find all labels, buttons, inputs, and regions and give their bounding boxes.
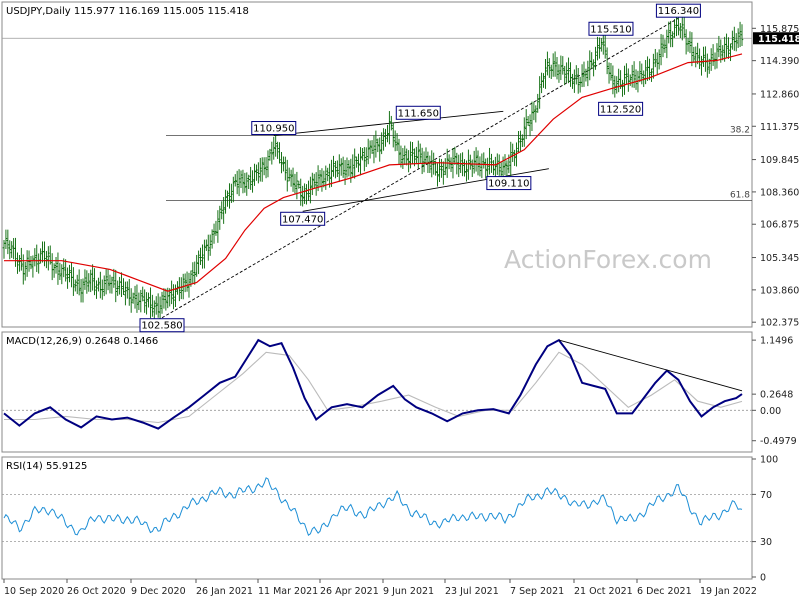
current-price-label: 115.418: [758, 34, 800, 45]
macd-line: [3, 338, 743, 430]
price-header: USDJPY,Daily 115.977 116.169 115.005 115…: [6, 6, 249, 17]
price-y-tick-label: 103.860: [760, 285, 799, 296]
rsi-y-tick-label: 30: [760, 537, 772, 548]
price-annotation-box: [280, 211, 326, 226]
x-tick-label: 19 Jan 2022: [700, 586, 757, 597]
x-tick-label: 9 Jun 2021: [383, 586, 434, 597]
price-annotation-label: 109.110: [488, 179, 529, 190]
watermark: ActionForex.com: [504, 245, 712, 274]
price-y-tick-label: 102.375: [760, 318, 799, 329]
rsi-y-tick-label: 70: [760, 490, 772, 501]
rsi-y-tick-label: 0: [760, 573, 766, 584]
x-tick-label: 11 Mar 2021: [258, 586, 318, 597]
price-y-tick-label: 112.860: [760, 89, 799, 100]
current-price-box: [753, 32, 799, 45]
price-annotation-label: 107.470: [282, 214, 323, 225]
x-tick-label: 26 Jan 2021: [196, 586, 253, 597]
price-y-tick-label: 111.375: [760, 122, 799, 133]
fibonacci-level-label: 38.2: [730, 126, 750, 136]
price-annotation-label: 112.520: [600, 104, 641, 115]
price-y-tick-label: 115.875: [760, 24, 799, 35]
price-annotation-label: 116.340: [658, 6, 699, 17]
moving-average-line: [4, 53, 743, 292]
macd-y-tick-label: -0.4979: [760, 436, 797, 447]
macd-layer: 1.1496 0.2648 0.00 -0.4979: [2, 336, 797, 447]
macd-trend-line: [558, 339, 743, 392]
price-y-tick-label: 105.345: [760, 253, 799, 264]
rsi-header: RSI(14) 55.9125: [6, 461, 87, 472]
macd-y-tick-label: 1.1496: [760, 336, 793, 347]
price-annotation-box: [251, 121, 297, 136]
x-tick-label: 26 Apr 2021: [320, 586, 379, 597]
fibonacci-level-label: 61.8: [730, 191, 750, 201]
rsi-y-tick-label: 100: [760, 455, 778, 466]
macd-y-tick-label: 0.2648: [760, 390, 793, 401]
channel-lower-line: [302, 168, 549, 212]
price-annotation-box: [655, 3, 701, 18]
x-tick-label: 7 Sep 2021: [510, 586, 564, 597]
x-tick-label: 21 Oct 2021: [574, 586, 633, 597]
x-axis: 10 Sep 2020 26 Oct 2020 9 Dec 2020 26 Jan 2…: [3, 579, 757, 597]
price-layer: 115.875 114.390 112.860 111.375 109.845 108.3…: [2, 3, 800, 333]
price-annotation-box: [395, 105, 441, 120]
price-annotation-label: 102.580: [141, 321, 182, 332]
price-annotation-box: [486, 176, 532, 191]
macd-panel-frame: [1, 331, 753, 453]
x-tick-label: 26 Oct 2020: [67, 586, 126, 597]
channel-upper-line: [273, 110, 504, 136]
price-annotation-box: [598, 101, 644, 116]
macd-header: MACD(12,26,9) 0.2648 0.1466: [6, 336, 158, 347]
price-annotation-label: 110.950: [253, 124, 294, 135]
price-annotation-label: 115.510: [590, 24, 631, 35]
x-tick-label: 6 Dec 2021: [637, 586, 692, 597]
price-y-tick-label: 109.845: [760, 155, 799, 166]
rsi-layer: 100 70 30 0: [2, 455, 778, 584]
price-y-tick-label: 108.360: [760, 187, 799, 198]
x-tick-label: 23 Jul 2021: [445, 586, 499, 597]
price-y-tick-label: 114.390: [760, 56, 799, 67]
macd-signal-line: [4, 351, 743, 424]
x-tick-label: 9 Dec 2020: [131, 586, 186, 597]
macd-y-tick-label: 0.00: [760, 406, 781, 417]
price-annotation-box: [588, 21, 634, 36]
price-annotation-label: 111.650: [398, 108, 439, 119]
price-y-tick-label: 106.875: [760, 220, 799, 231]
price-annotation-box: [139, 318, 185, 333]
rsi-panel-frame: [1, 456, 753, 580]
price-panel-frame: [1, 1, 753, 328]
x-tick-label: 10 Sep 2020: [4, 586, 64, 597]
rsi-line: [3, 477, 743, 536]
long-term-trend-line: [161, 17, 679, 319]
